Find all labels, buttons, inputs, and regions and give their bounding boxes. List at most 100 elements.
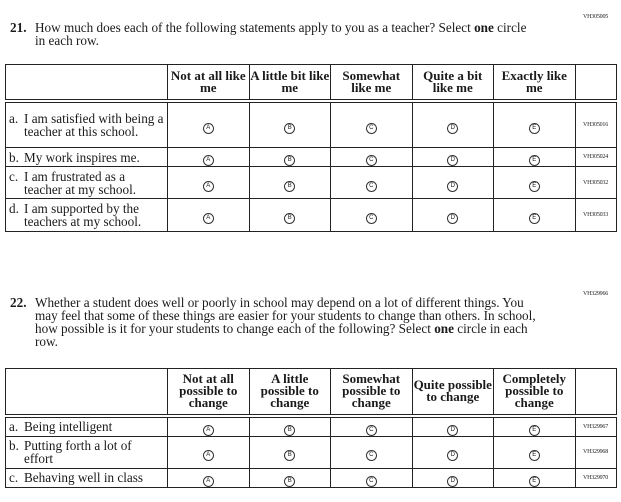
radio-bubble-d[interactable]: D (447, 475, 459, 487)
table-row: b. Putting forth a lot of effort A B C D E VH32… (5, 435, 617, 469)
row-label: a. I am satisfied with being a teacher at… (5, 100, 168, 148)
header-row: Not at all like me A little bit like me So… (5, 64, 617, 101)
response-cell: A (167, 198, 250, 232)
column-header: Exactly like me (493, 64, 576, 101)
row-text: I am supported by the teachers at my sch… (24, 201, 142, 229)
emphasis: one (474, 20, 494, 35)
response-cell: A (167, 467, 250, 488)
radio-bubble-c[interactable]: C (365, 180, 377, 192)
header-row: Not at all possible to change A little po… (5, 368, 617, 416)
response-cell: B (248, 166, 331, 199)
radio-bubble-a[interactable]: A (202, 424, 214, 436)
row-label: c. Behaving well in class (5, 467, 168, 488)
item-code: VH305033 (574, 198, 617, 232)
row-letter: b. (9, 149, 19, 165)
response-cell: E (493, 147, 576, 167)
question-code: VH329966 (583, 291, 609, 297)
item-code: VH329967 (574, 415, 617, 437)
radio-bubble-d[interactable]: D (447, 122, 459, 134)
question-number: 22. (10, 295, 27, 310)
radio-bubble-e[interactable]: E (528, 424, 540, 436)
radio-bubble-c[interactable]: C (365, 475, 377, 487)
table-row: a. I am satisfied with being a teacher at… (5, 100, 617, 148)
question-text: circle in each row. (35, 20, 527, 48)
radio-bubble-d[interactable]: D (447, 155, 459, 166)
row-label: c. I am frustrated as a teacher at my sch… (5, 166, 168, 199)
radio-bubble-b[interactable]: B (284, 155, 296, 166)
response-cell: C (330, 100, 413, 148)
radio-bubble-b[interactable]: B (284, 424, 296, 436)
response-cell: D (411, 166, 494, 199)
row-text: I am frustrated as a teacher at my schoo… (24, 168, 137, 197)
table-row: c. Behaving well in class A B C D E VH329970 (5, 467, 617, 488)
response-cell: E (493, 467, 576, 488)
radio-bubble-b[interactable]: B (284, 122, 296, 134)
response-cell: D (411, 415, 494, 437)
item-code: VH305024 (574, 147, 617, 167)
row-text: Behaving well in class (24, 470, 144, 485)
radio-bubble-e[interactable]: E (528, 213, 540, 224)
question-text: How much does each of the following stat… (35, 20, 475, 35)
header-blank (574, 368, 617, 416)
radio-bubble-e[interactable]: E (528, 155, 540, 166)
column-header: A little bit like me (248, 64, 331, 101)
radio-bubble-e[interactable]: E (528, 450, 540, 461)
response-cell: C (330, 467, 413, 488)
response-cell: A (167, 100, 250, 148)
radio-bubble-d[interactable]: D (447, 450, 459, 461)
response-cell: B (248, 147, 331, 167)
row-label: a. Being intelligent (5, 415, 168, 437)
row-text: I am satisfied with being a teacher at t… (24, 110, 164, 139)
response-cell: C (330, 435, 413, 469)
radio-bubble-b[interactable]: B (284, 180, 296, 192)
response-cell: A (167, 147, 250, 167)
radio-bubble-b[interactable]: B (284, 213, 296, 224)
radio-bubble-c[interactable]: C (365, 450, 377, 461)
radio-bubble-d[interactable]: D (447, 424, 459, 436)
radio-bubble-a[interactable]: A (202, 122, 214, 134)
row-text: Putting forth a lot of effort (24, 438, 132, 466)
response-cell: D (411, 435, 494, 469)
column-header: Not at all possible to change (167, 368, 250, 416)
radio-bubble-e[interactable]: E (528, 122, 540, 134)
response-cell: E (493, 415, 576, 437)
question-code: VH305005 (583, 14, 609, 20)
response-cell: C (330, 198, 413, 232)
radio-bubble-c[interactable]: C (365, 424, 377, 436)
row-letter: c. (9, 470, 19, 485)
radio-bubble-c[interactable]: C (365, 122, 377, 134)
row-label: b. Putting forth a lot of effort (5, 435, 168, 469)
radio-bubble-a[interactable]: A (202, 155, 214, 166)
response-cell: B (248, 435, 331, 469)
radio-bubble-c[interactable]: C (365, 213, 377, 224)
radio-bubble-d[interactable]: D (447, 180, 459, 192)
radio-bubble-d[interactable]: D (447, 213, 459, 224)
response-cell: C (330, 147, 413, 167)
response-cell: D (411, 147, 494, 167)
response-cell: A (167, 415, 250, 437)
radio-bubble-a[interactable]: A (202, 450, 214, 461)
radio-bubble-a[interactable]: A (202, 475, 214, 487)
column-header: Completely possible to change (493, 368, 576, 416)
header-blank (5, 64, 168, 101)
response-cell: A (167, 166, 250, 199)
response-cell: E (493, 166, 576, 199)
radio-bubble-e[interactable]: E (528, 475, 540, 487)
response-cell: B (248, 198, 331, 232)
radio-bubble-c[interactable]: C (365, 155, 377, 166)
response-cell: D (411, 100, 494, 148)
column-header: Not at all like me (167, 64, 250, 101)
response-cell: E (493, 100, 576, 148)
response-cell: A (167, 435, 250, 469)
table-row: d. I am supported by the teachers at my s… (5, 198, 617, 232)
column-header: Somewhat possible to change (330, 368, 413, 416)
radio-bubble-b[interactable]: B (284, 450, 296, 461)
row-label: d. I am supported by the teachers at my s… (5, 198, 168, 232)
response-cell: E (493, 435, 576, 469)
radio-bubble-b[interactable]: B (284, 475, 296, 487)
response-cell: B (248, 467, 331, 488)
item-code: VH305032 (574, 166, 617, 199)
radio-bubble-e[interactable]: E (528, 180, 540, 192)
radio-bubble-a[interactable]: A (202, 180, 214, 192)
radio-bubble-a[interactable]: A (202, 213, 214, 224)
